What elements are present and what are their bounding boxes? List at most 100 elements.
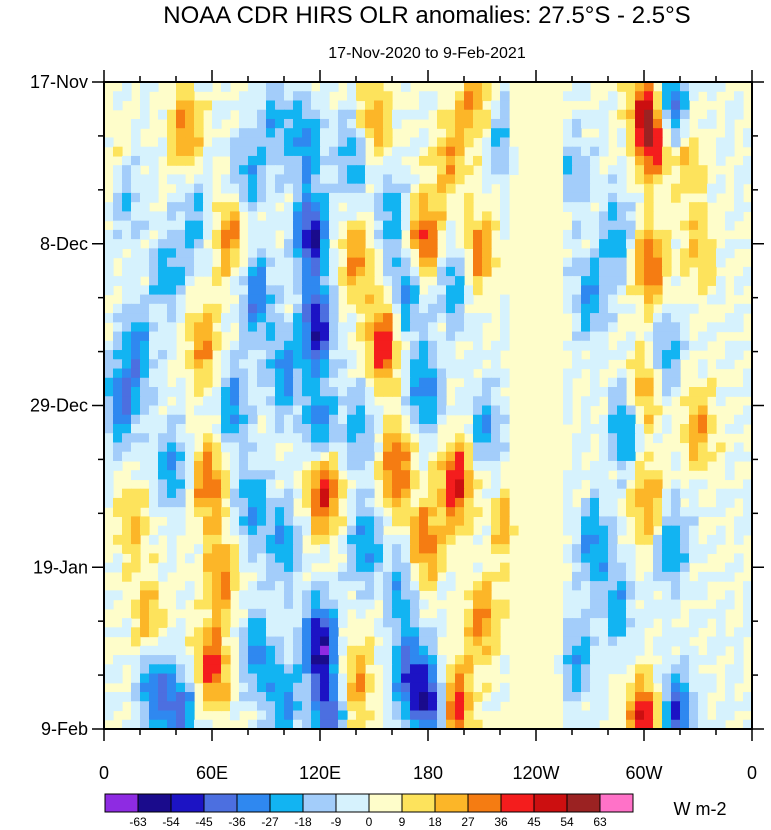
anomaly-cell [698, 571, 708, 582]
anomaly-cell [563, 368, 573, 379]
anomaly-cell [293, 331, 303, 342]
anomaly-cell [428, 331, 438, 342]
anomaly-cell [455, 405, 465, 416]
anomaly-cell [104, 479, 114, 490]
anomaly-cell [248, 303, 258, 314]
anomaly-cell [680, 562, 690, 573]
anomaly-cell [347, 571, 357, 582]
anomaly-cell [329, 701, 339, 712]
anomaly-cell [581, 174, 591, 185]
anomaly-cell [698, 655, 708, 665]
anomaly-cell [221, 488, 231, 499]
anomaly-cell [329, 285, 339, 296]
anomaly-cell [446, 664, 456, 675]
anomaly-cell [266, 331, 276, 342]
anomaly-cell [203, 211, 213, 222]
anomaly-cell [185, 155, 195, 166]
anomaly-cell [239, 359, 249, 370]
anomaly-cell [338, 340, 348, 351]
anomaly-cell [347, 553, 357, 564]
anomaly-cell [338, 322, 348, 333]
anomaly-cell [221, 405, 231, 416]
anomaly-cell [239, 276, 249, 286]
anomaly-cell [266, 470, 276, 481]
anomaly-cell [248, 682, 258, 693]
anomaly-cell [266, 479, 276, 490]
anomaly-cell [626, 470, 636, 481]
anomaly-cell [248, 507, 258, 518]
anomaly-cell [410, 534, 420, 545]
anomaly-cell [626, 229, 636, 240]
anomaly-cell [275, 590, 285, 601]
anomaly-cell [446, 229, 456, 240]
anomaly-cell [194, 470, 204, 481]
anomaly-cell [140, 692, 150, 702]
anomaly-cell [671, 331, 681, 342]
anomaly-cell [230, 248, 240, 259]
anomaly-cell [113, 562, 123, 573]
anomaly-cell [491, 368, 501, 379]
anomaly-cell [284, 118, 294, 129]
anomaly-cell [356, 645, 366, 656]
anomaly-cell [239, 682, 249, 693]
anomaly-cell [167, 414, 177, 425]
anomaly-cell [320, 571, 330, 582]
anomaly-cell [455, 276, 465, 286]
anomaly-cell [230, 414, 240, 425]
anomaly-cell [590, 109, 600, 120]
anomaly-cell [239, 692, 249, 702]
anomaly-cell [491, 618, 501, 628]
anomaly-cell [464, 239, 474, 249]
anomaly-cell [275, 248, 285, 259]
anomaly-cell [275, 701, 285, 712]
anomaly-cell [203, 350, 213, 360]
anomaly-cell [464, 192, 474, 203]
anomaly-cell [437, 405, 447, 416]
anomaly-cell [374, 202, 384, 212]
anomaly-cell [491, 645, 501, 656]
anomaly-cell [221, 350, 231, 360]
anomaly-cell [293, 368, 303, 379]
anomaly-cell [176, 174, 186, 185]
anomaly-cell [329, 165, 339, 176]
anomaly-cell [743, 719, 752, 729]
anomaly-cell [167, 285, 177, 296]
anomaly-cell [293, 608, 303, 619]
anomaly-cell [491, 128, 501, 139]
anomaly-cell [131, 303, 141, 314]
anomaly-cell [230, 507, 240, 518]
anomaly-cell [248, 220, 258, 231]
anomaly-cell [365, 303, 375, 314]
anomaly-cell [617, 590, 627, 601]
anomaly-cell [131, 128, 141, 139]
anomaly-cell [338, 359, 348, 370]
anomaly-cell [599, 294, 609, 305]
anomaly-cell [608, 655, 618, 665]
anomaly-cell [230, 359, 240, 370]
anomaly-cell [455, 433, 465, 444]
anomaly-cell [302, 248, 312, 259]
anomaly-cell [599, 544, 609, 554]
anomaly-cell [419, 229, 429, 240]
anomaly-cell [626, 636, 636, 647]
anomaly-cell [689, 497, 699, 508]
anomaly-cell [203, 368, 213, 379]
anomaly-cell [302, 387, 312, 397]
anomaly-cell [302, 488, 312, 499]
anomaly-cell [473, 350, 483, 360]
anomaly-cell [743, 451, 752, 462]
anomaly-cell [617, 618, 627, 628]
anomaly-cell [635, 192, 645, 203]
anomaly-cell [482, 82, 492, 92]
anomaly-cell [437, 174, 447, 185]
anomaly-cell [572, 479, 582, 490]
anomaly-cell [428, 433, 438, 444]
anomaly-cell [194, 118, 204, 129]
anomaly-cell [302, 155, 312, 166]
anomaly-cell [266, 692, 276, 702]
anomaly-cell [185, 719, 195, 729]
anomaly-cell [482, 174, 492, 185]
anomaly-cell [239, 507, 249, 518]
anomaly-cell [113, 174, 123, 185]
anomaly-cell [284, 128, 294, 139]
